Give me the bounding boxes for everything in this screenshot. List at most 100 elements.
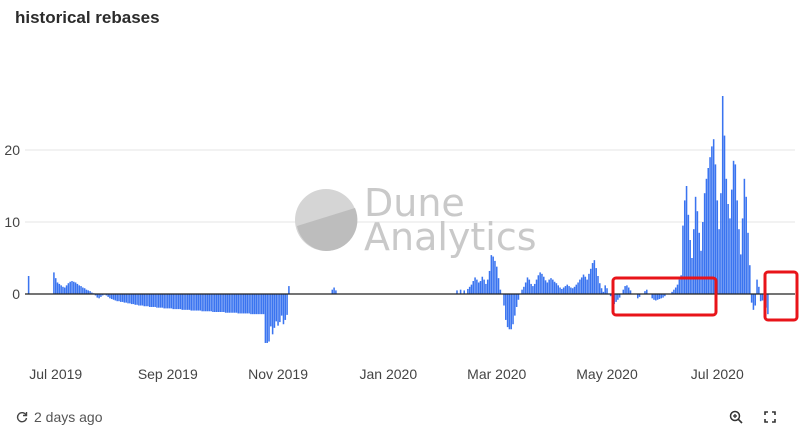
refresh-icon[interactable] (14, 409, 30, 425)
bar (485, 283, 487, 294)
bar (479, 281, 482, 294)
bar (230, 294, 232, 313)
bar (226, 294, 229, 313)
bar (700, 250, 702, 294)
bar (190, 294, 193, 311)
bar (123, 294, 126, 303)
bar (741, 218, 744, 294)
bar (588, 273, 590, 294)
bar (208, 294, 211, 312)
bar (463, 290, 465, 294)
bar (615, 294, 617, 302)
bar (743, 178, 746, 294)
bar (100, 294, 102, 297)
bar (268, 294, 270, 342)
bar (589, 268, 592, 294)
bar (676, 284, 679, 294)
bar (651, 294, 653, 299)
bar (566, 284, 569, 294)
bar (626, 285, 628, 294)
bar (542, 276, 545, 294)
bar (550, 278, 552, 294)
bar (624, 286, 626, 294)
refresh-status[interactable]: 2 days ago (14, 409, 103, 425)
bar (505, 294, 507, 320)
bar (723, 135, 726, 294)
bar (689, 240, 691, 294)
bar (584, 276, 587, 294)
bar (127, 294, 129, 304)
bar (481, 276, 484, 294)
bar (235, 294, 238, 313)
bar (214, 294, 216, 312)
bar (533, 283, 536, 294)
bar (138, 294, 140, 306)
bar (599, 283, 601, 294)
bar (636, 294, 639, 299)
bar (653, 294, 655, 300)
bar (721, 96, 724, 294)
bar (282, 294, 285, 325)
bar (559, 287, 561, 294)
bar (750, 294, 753, 303)
bar (174, 294, 176, 310)
bar (732, 160, 735, 294)
bar (553, 281, 556, 294)
bar (120, 294, 122, 302)
bar (535, 279, 538, 294)
bar (508, 294, 511, 330)
bar (168, 294, 171, 309)
bar (687, 214, 690, 294)
bar (691, 258, 693, 294)
bar (571, 288, 574, 294)
bar (159, 294, 162, 308)
bar (221, 294, 223, 312)
bar (720, 193, 722, 294)
bar (60, 285, 62, 294)
zoom-in-icon[interactable] (728, 409, 744, 425)
bar (638, 294, 641, 297)
bar (82, 287, 84, 294)
bar (510, 294, 512, 330)
bar (244, 294, 247, 314)
bar (530, 283, 532, 294)
bar (121, 294, 124, 302)
bar (210, 294, 212, 312)
bar (515, 294, 518, 307)
bar (262, 294, 265, 315)
bar (156, 294, 158, 308)
x-tick-label: Jan 2020 (360, 366, 418, 382)
bar (87, 290, 90, 294)
bar (655, 294, 657, 301)
bar (161, 294, 164, 308)
bar (495, 266, 498, 294)
bar (83, 288, 86, 294)
bar (212, 294, 214, 312)
y-tick-label: 0 (12, 286, 20, 302)
bar (528, 279, 531, 294)
bar (241, 294, 243, 314)
bar (186, 294, 189, 310)
bar (709, 157, 711, 294)
bar (738, 229, 740, 294)
x-tick-label: Nov 2019 (248, 366, 308, 382)
bar (718, 229, 720, 294)
bar (139, 294, 142, 306)
bar (674, 287, 677, 294)
bar (286, 294, 288, 315)
bar (736, 200, 738, 294)
bar (67, 283, 70, 294)
bar (148, 294, 151, 307)
highlight-boxes (611, 270, 799, 322)
bar (91, 292, 93, 294)
bar (629, 290, 632, 294)
bar (145, 294, 147, 307)
bar (89, 291, 91, 294)
bar (575, 284, 578, 294)
watermark-line1: Dune (364, 181, 465, 225)
bar (552, 279, 554, 294)
bar (217, 294, 220, 312)
bar (134, 294, 137, 305)
fullscreen-icon[interactable] (762, 409, 778, 425)
